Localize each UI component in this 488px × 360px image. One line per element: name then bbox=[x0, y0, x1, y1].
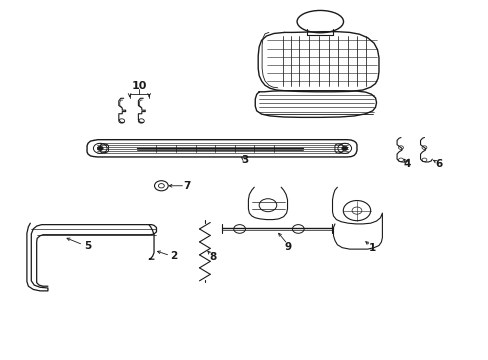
Circle shape bbox=[341, 146, 347, 150]
Text: 1: 1 bbox=[368, 243, 375, 253]
Text: 7: 7 bbox=[183, 181, 190, 191]
Text: 3: 3 bbox=[241, 155, 247, 165]
Text: 2: 2 bbox=[170, 251, 177, 261]
Text: 10: 10 bbox=[131, 81, 147, 91]
Text: 6: 6 bbox=[435, 159, 442, 169]
Text: 4: 4 bbox=[402, 159, 410, 169]
Text: 5: 5 bbox=[84, 240, 91, 251]
Text: 9: 9 bbox=[285, 242, 291, 252]
Circle shape bbox=[97, 146, 103, 150]
Text: 8: 8 bbox=[209, 252, 216, 262]
